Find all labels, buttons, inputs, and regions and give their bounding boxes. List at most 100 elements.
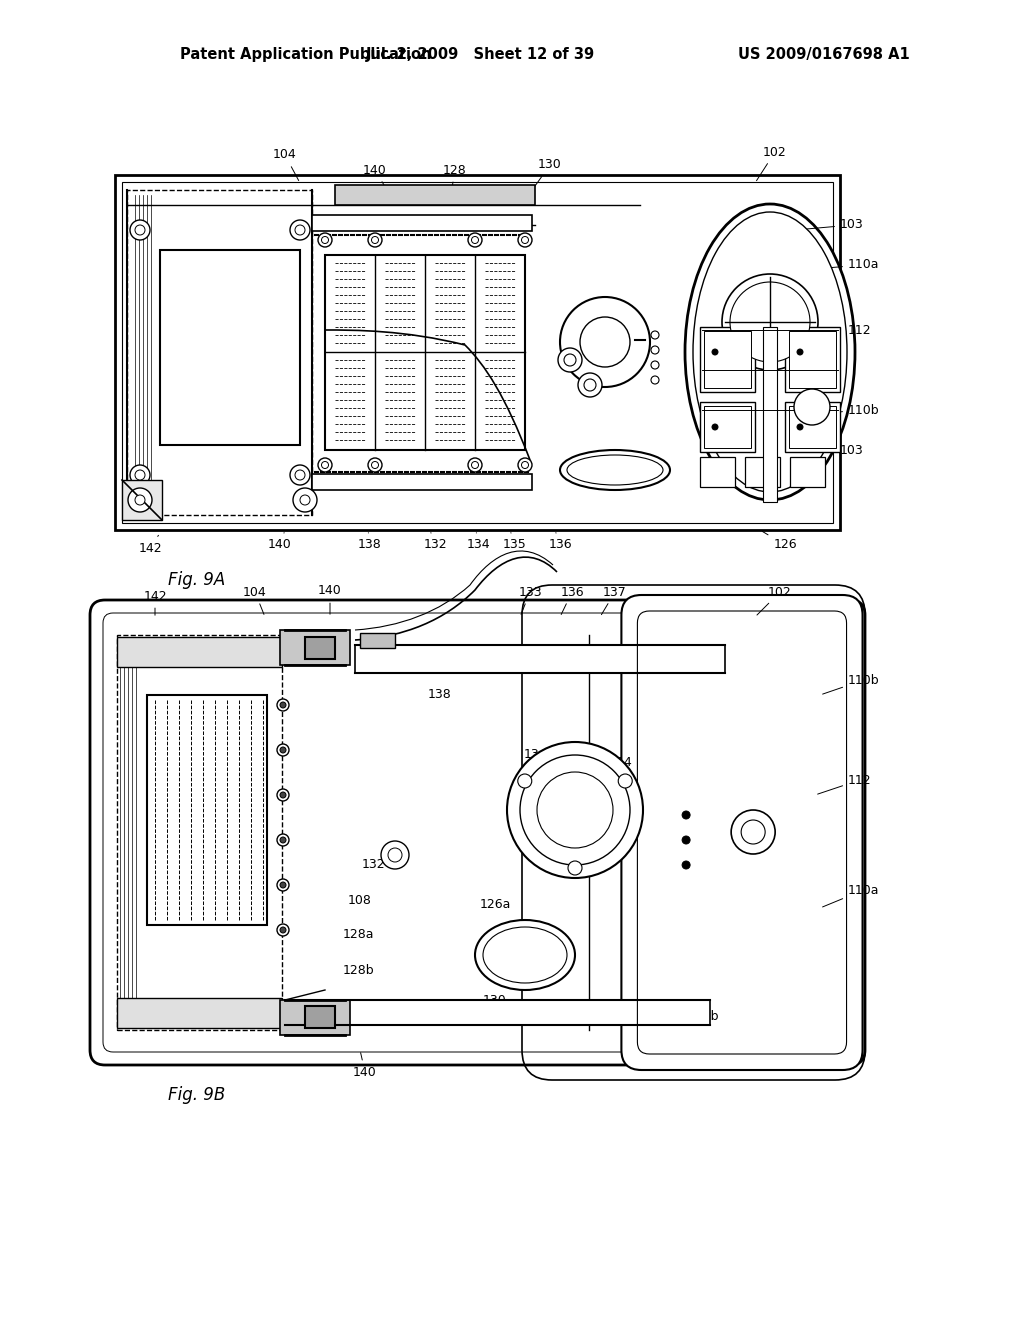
Text: 112: 112 <box>817 774 871 795</box>
Text: Patent Application Publication: Patent Application Publication <box>180 48 431 62</box>
Circle shape <box>372 462 379 469</box>
Bar <box>785 403 840 451</box>
Circle shape <box>280 927 286 933</box>
Bar <box>745 457 780 487</box>
Circle shape <box>290 465 310 484</box>
Text: 140: 140 <box>268 533 292 552</box>
Text: 110b: 110b <box>822 673 880 694</box>
Circle shape <box>295 224 305 235</box>
Text: Jul. 2, 2009   Sheet 12 of 39: Jul. 2, 2009 Sheet 12 of 39 <box>366 48 595 62</box>
Text: Fig. 9B: Fig. 9B <box>168 1086 225 1104</box>
Circle shape <box>280 702 286 708</box>
Circle shape <box>368 458 382 473</box>
Bar <box>785 327 840 392</box>
Circle shape <box>318 234 332 247</box>
Bar <box>312 215 532 231</box>
Circle shape <box>797 348 803 355</box>
Text: 138: 138 <box>358 533 382 552</box>
Circle shape <box>468 234 482 247</box>
Text: 110a: 110a <box>803 259 880 272</box>
Circle shape <box>278 789 289 801</box>
Circle shape <box>722 275 818 370</box>
Bar <box>790 331 836 388</box>
Circle shape <box>518 234 532 247</box>
Bar <box>117 998 282 1028</box>
Circle shape <box>618 774 632 788</box>
Bar <box>160 249 300 445</box>
Text: 102: 102 <box>757 586 792 615</box>
Bar <box>280 1001 350 1035</box>
Bar <box>700 327 755 392</box>
Circle shape <box>518 774 531 788</box>
Circle shape <box>388 847 402 862</box>
Text: 130: 130 <box>483 994 507 1006</box>
Ellipse shape <box>475 920 575 990</box>
Circle shape <box>468 458 482 473</box>
Text: 140: 140 <box>364 164 388 193</box>
Text: 132: 132 <box>361 858 385 871</box>
Circle shape <box>372 236 379 243</box>
Text: 137: 137 <box>601 586 627 615</box>
Text: 134: 134 <box>523 748 547 762</box>
Circle shape <box>584 379 596 391</box>
Circle shape <box>280 747 286 752</box>
Bar <box>147 696 267 925</box>
Text: 126: 126 <box>763 532 797 552</box>
Text: 138: 138 <box>428 689 452 701</box>
Bar <box>355 645 725 673</box>
Circle shape <box>128 488 152 512</box>
Circle shape <box>300 495 310 506</box>
Circle shape <box>318 458 332 473</box>
Circle shape <box>278 834 289 846</box>
Text: 108: 108 <box>348 894 372 907</box>
Text: 140: 140 <box>353 1053 377 1078</box>
Circle shape <box>537 772 613 847</box>
Bar <box>312 474 532 490</box>
Bar <box>700 403 755 451</box>
Circle shape <box>651 346 659 354</box>
Text: 104: 104 <box>273 149 299 181</box>
Circle shape <box>278 744 289 756</box>
Circle shape <box>651 331 659 339</box>
Bar <box>122 182 833 523</box>
Circle shape <box>381 841 409 869</box>
Circle shape <box>290 220 310 240</box>
Text: 102: 102 <box>757 145 786 181</box>
Circle shape <box>521 462 528 469</box>
Circle shape <box>651 376 659 384</box>
Text: US 2009/0167698 A1: US 2009/0167698 A1 <box>738 48 910 62</box>
Circle shape <box>322 236 329 243</box>
Circle shape <box>651 360 659 370</box>
Text: 110a: 110a <box>822 883 880 907</box>
Text: 136: 136 <box>548 533 571 552</box>
Circle shape <box>135 495 145 506</box>
Bar <box>117 635 282 1030</box>
Circle shape <box>471 462 478 469</box>
Text: 142: 142 <box>138 536 162 554</box>
Circle shape <box>564 354 575 366</box>
Circle shape <box>278 700 289 711</box>
Bar <box>705 331 751 388</box>
Circle shape <box>278 879 289 891</box>
Ellipse shape <box>685 205 855 500</box>
Circle shape <box>682 810 690 818</box>
Bar <box>700 457 735 487</box>
Circle shape <box>521 236 528 243</box>
Text: 103: 103 <box>798 444 864 457</box>
Circle shape <box>520 755 630 865</box>
Circle shape <box>507 742 643 878</box>
Text: 128: 128 <box>443 164 467 197</box>
Text: 104: 104 <box>243 586 267 614</box>
Circle shape <box>278 924 289 936</box>
Ellipse shape <box>560 450 670 490</box>
Bar <box>115 176 840 531</box>
Circle shape <box>130 220 150 240</box>
Circle shape <box>682 861 690 869</box>
Circle shape <box>558 348 582 372</box>
Bar <box>122 480 162 520</box>
Circle shape <box>568 861 582 875</box>
Circle shape <box>280 882 286 888</box>
Text: 128b: 128b <box>342 964 374 977</box>
Text: 140: 140 <box>318 585 342 614</box>
Text: 126b: 126b <box>687 1011 719 1023</box>
